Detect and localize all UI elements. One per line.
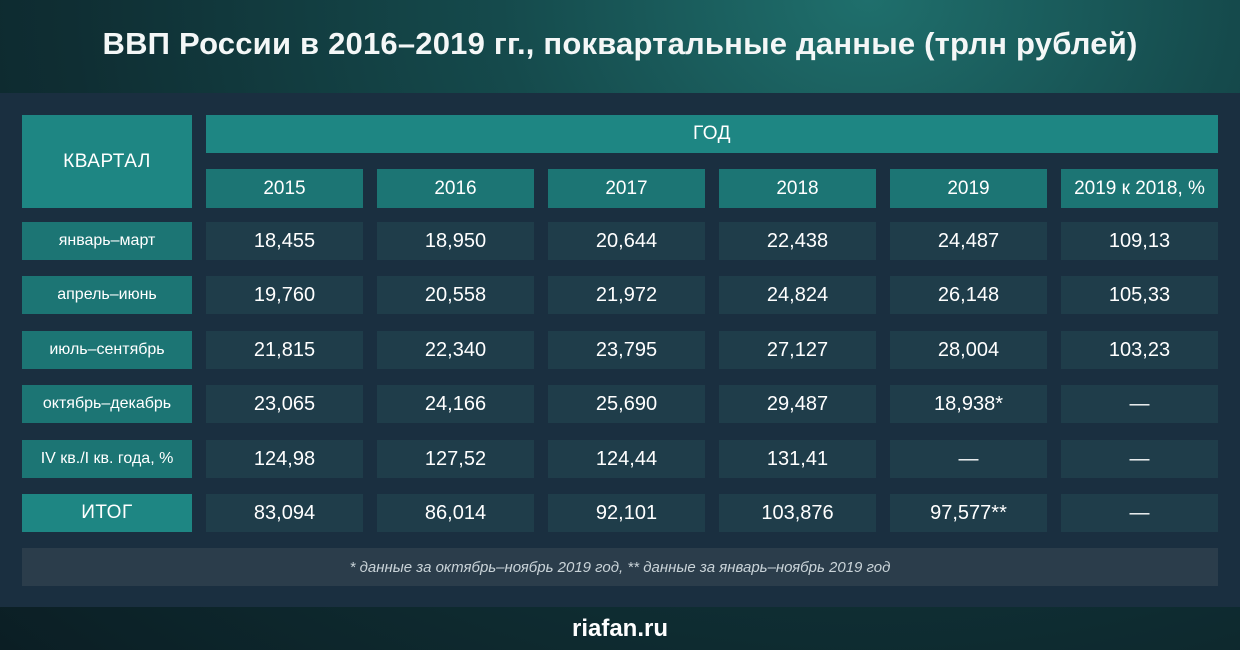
table-cell: 92,101 xyxy=(548,494,705,532)
table-cell: — xyxy=(890,440,1047,478)
table-cell: — xyxy=(1061,385,1218,423)
table-cell: — xyxy=(1061,494,1218,532)
table-cell: 25,690 xyxy=(548,385,705,423)
row-label: январь–март xyxy=(22,222,192,260)
column-header: 2019 к 2018, % xyxy=(1061,169,1218,208)
table-cell: 86,014 xyxy=(377,494,534,532)
table-cell: 20,558 xyxy=(377,276,534,314)
table-cell: 124,98 xyxy=(206,440,363,478)
column-header: 2015 xyxy=(206,169,363,208)
table-cell: 21,815 xyxy=(206,331,363,369)
table-cell: 105,33 xyxy=(1061,276,1218,314)
row-label: октябрь–декабрь xyxy=(22,385,192,423)
table-cell: 124,44 xyxy=(548,440,705,478)
row-header-label: КВАРТАЛ xyxy=(22,115,192,208)
table-cell: 26,148 xyxy=(890,276,1047,314)
column-header: 2017 xyxy=(548,169,705,208)
table-cell: 97,577** xyxy=(890,494,1047,532)
table-cell: 24,487 xyxy=(890,222,1047,260)
table-cell: 131,41 xyxy=(719,440,876,478)
table-cell: — xyxy=(1061,440,1218,478)
table-cell: 24,166 xyxy=(377,385,534,423)
row-label: IV кв./I кв. года, % xyxy=(22,440,192,478)
table-cell: 18,950 xyxy=(377,222,534,260)
footnote: * данные за октябрь–ноябрь 2019 год, ** … xyxy=(22,548,1218,586)
table-cell: 19,760 xyxy=(206,276,363,314)
table-cell: 21,972 xyxy=(548,276,705,314)
table-cell: 24,824 xyxy=(719,276,876,314)
table-cell: 83,094 xyxy=(206,494,363,532)
table-cell: 27,127 xyxy=(719,331,876,369)
site-logo-text: riafan.ru xyxy=(571,615,669,642)
table-cell: 22,438 xyxy=(719,222,876,260)
column-header: 2019 xyxy=(890,169,1047,208)
table-cell: 103,23 xyxy=(1061,331,1218,369)
table-cell: 103,876 xyxy=(719,494,876,532)
table-cell: 22,340 xyxy=(377,331,534,369)
row-label: июль–сентябрь xyxy=(22,331,192,369)
table-cell: 23,795 xyxy=(548,331,705,369)
row-label: апрель–июнь xyxy=(22,276,192,314)
table-cell: 20,644 xyxy=(548,222,705,260)
column-header: 2018 xyxy=(719,169,876,208)
table-cell: 28,004 xyxy=(890,331,1047,369)
table-cell: 18,938* xyxy=(890,385,1047,423)
column-header: 2016 xyxy=(377,169,534,208)
table-cell: 29,487 xyxy=(719,385,876,423)
row-label: ИТОГ xyxy=(22,494,192,532)
table-cell: 127,52 xyxy=(377,440,534,478)
table-cell: 109,13 xyxy=(1061,222,1218,260)
table-cell: 23,065 xyxy=(206,385,363,423)
table-cell: 18,455 xyxy=(206,222,363,260)
page-title: ВВП России в 2016–2019 гг., поквартальны… xyxy=(102,26,1138,61)
group-header: ГОД xyxy=(206,115,1218,153)
